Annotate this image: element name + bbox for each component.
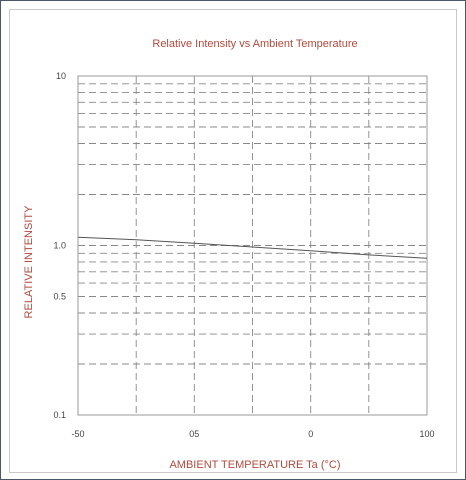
series-line (77, 236, 428, 259)
y-axis-label: RELATIVE INTENSITY (23, 205, 35, 319)
plot-area (77, 75, 428, 416)
series (77, 236, 428, 259)
x-axis-label: AMBIENT TEMPERATURE Ta (°C) (169, 459, 340, 471)
chart-panel (9, 9, 457, 473)
y-tick-label: 10 (56, 71, 66, 81)
grid (78, 76, 427, 415)
y-tick-label: 0.5 (53, 292, 66, 302)
x-tick-label: 05 (189, 429, 199, 439)
y-tick-label: 1.0 (53, 241, 66, 251)
x-tick-label: 100 (419, 429, 434, 439)
x-tick-labels: -50 05 0 100 (71, 429, 434, 439)
x-tick-label: 0 (308, 429, 313, 439)
x-tick-label: -50 (71, 429, 84, 439)
chart-title: Relative Intensity vs Ambient Temperatur… (152, 38, 357, 50)
y-tick-label: 0.1 (53, 410, 66, 420)
y-tick-labels: 10 1.0 0.5 0.1 (53, 71, 66, 420)
